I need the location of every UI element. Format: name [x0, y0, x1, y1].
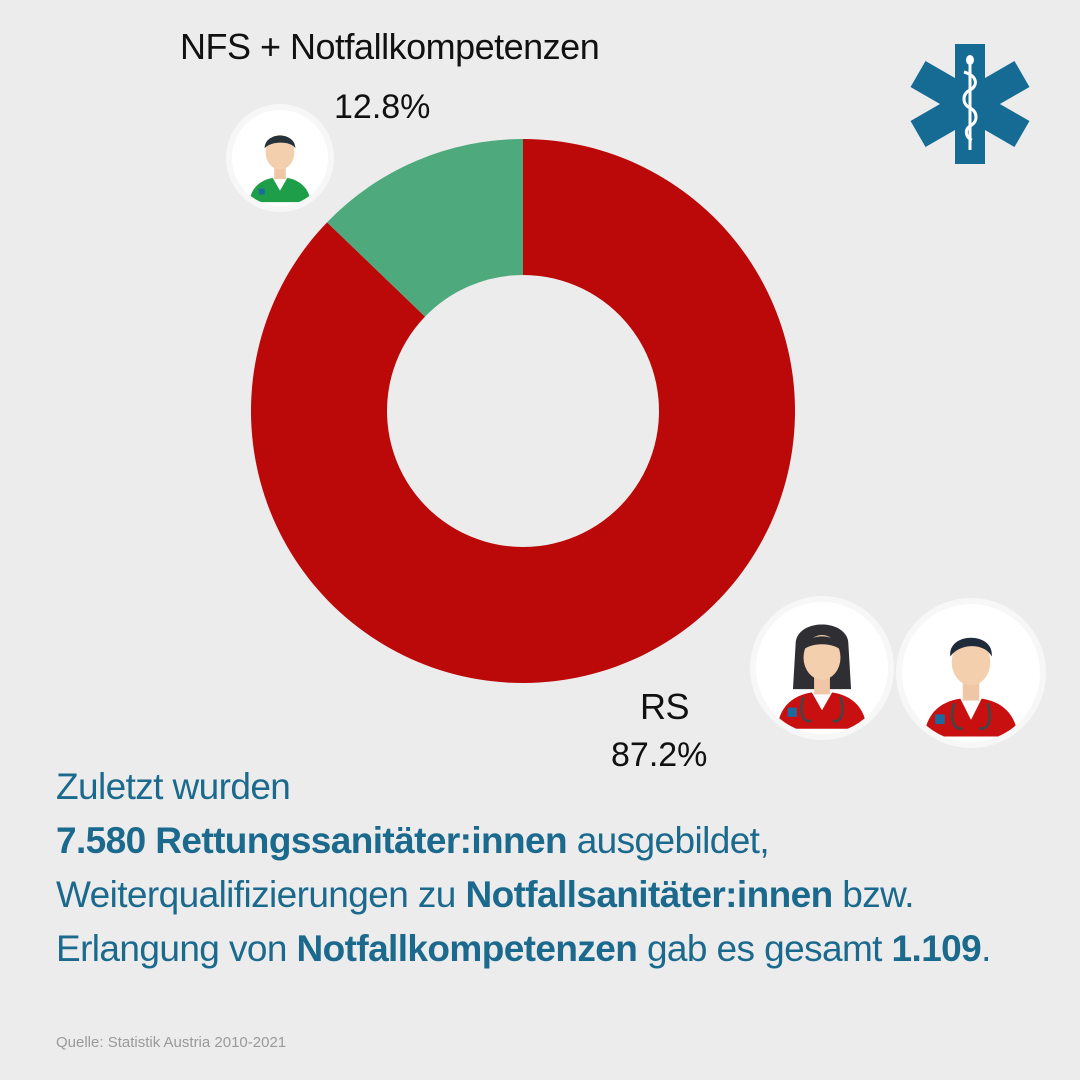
paramedic-female-red-icon	[750, 596, 894, 740]
paramedic-male-green-icon	[226, 104, 334, 212]
star-of-life-icon	[910, 44, 1030, 164]
paramedic-male-red-icon	[896, 598, 1046, 748]
summary-line-3: Weiterqualifizierungen zu Notfallsanität…	[56, 874, 915, 915]
slice-value-rs: 87.2%	[611, 736, 708, 774]
summary-text: Zuletzt wurden 7.580 Rettungssanitäter:i…	[56, 760, 1046, 976]
slice-nfs-notfallkompetenzen	[327, 139, 523, 317]
summary-line-1: Zuletzt wurden	[56, 766, 291, 807]
summary-nk-term: Notfallkompetenzen	[296, 928, 638, 969]
slice-label-rs: RS	[640, 686, 690, 727]
summary-rs-count: 7.580 Rettungssanitäter:innen	[56, 820, 568, 861]
summary-line-4: Erlangung von Notfallkompetenzen gab es …	[56, 928, 991, 969]
summary-nfs-term: Notfallsanitäter:innen	[465, 874, 833, 915]
summary-total-count: 1.109	[891, 928, 982, 969]
slice-value-nfs: 12.8%	[334, 88, 431, 126]
source-note: Quelle: Statistik Austria 2010-2021	[56, 1034, 287, 1051]
slice-label-nfs: NFS + Notfallkompetenzen	[180, 26, 600, 67]
summary-line-2: 7.580 Rettungssanitäter:innen ausgebilde…	[56, 820, 770, 861]
slice-rs	[251, 139, 795, 683]
